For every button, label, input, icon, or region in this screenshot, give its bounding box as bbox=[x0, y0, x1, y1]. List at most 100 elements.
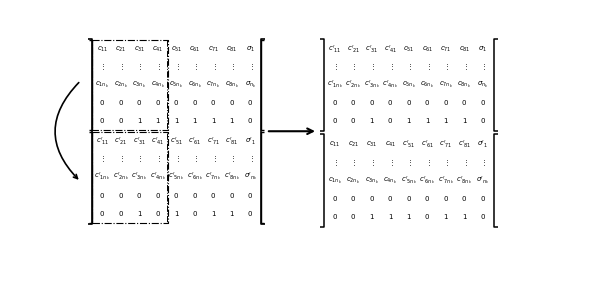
Text: $\vdots$: $\vdots$ bbox=[192, 62, 198, 72]
Text: $c'_{4n_k}$: $c'_{4n_k}$ bbox=[382, 79, 398, 91]
Text: $c'_{41}$: $c'_{41}$ bbox=[384, 44, 397, 55]
Text: $0$: $0$ bbox=[350, 194, 356, 203]
Text: $1$: $1$ bbox=[461, 116, 467, 125]
Text: $0$: $0$ bbox=[192, 209, 198, 218]
Text: $c_{81}$: $c_{81}$ bbox=[458, 45, 470, 54]
Text: $c_{6n_k}$: $c_{6n_k}$ bbox=[188, 80, 202, 90]
Text: $\vdots$: $\vdots$ bbox=[369, 62, 375, 72]
Text: $0$: $0$ bbox=[173, 98, 179, 107]
Text: $c'_{71}$: $c'_{71}$ bbox=[439, 139, 453, 150]
Text: $0$: $0$ bbox=[388, 194, 394, 203]
Text: $0$: $0$ bbox=[332, 116, 338, 125]
Text: $\vdots$: $\vdots$ bbox=[480, 158, 486, 167]
Text: $\vdots$: $\vdots$ bbox=[406, 158, 412, 167]
Text: $1$: $1$ bbox=[443, 212, 449, 221]
Text: $\vdots$: $\vdots$ bbox=[461, 62, 467, 72]
Text: $\vdots$: $\vdots$ bbox=[136, 62, 142, 72]
Text: $0$: $0$ bbox=[155, 191, 161, 200]
Text: $c_{61}$: $c_{61}$ bbox=[422, 45, 433, 54]
Text: $1$: $1$ bbox=[136, 209, 142, 218]
Text: $1$: $1$ bbox=[369, 116, 375, 125]
Text: $1$: $1$ bbox=[388, 212, 394, 221]
Text: $\vdots$: $\vdots$ bbox=[406, 62, 412, 72]
Text: $\vdots$: $\vdots$ bbox=[173, 62, 179, 72]
Text: $0$: $0$ bbox=[211, 191, 217, 200]
Text: $c'_{81}$: $c'_{81}$ bbox=[458, 139, 471, 150]
Text: $c'_{2n_k}$: $c'_{2n_k}$ bbox=[113, 171, 129, 184]
Text: $0$: $0$ bbox=[118, 98, 124, 107]
Text: $c'_{3n_k}$: $c'_{3n_k}$ bbox=[364, 79, 380, 91]
Text: $0$: $0$ bbox=[480, 212, 486, 221]
Text: $\vdots$: $\vdots$ bbox=[425, 62, 430, 72]
Text: $c_{2n_k}$: $c_{2n_k}$ bbox=[346, 176, 360, 186]
Text: $1$: $1$ bbox=[211, 116, 217, 125]
Text: $1$: $1$ bbox=[461, 212, 467, 221]
Text: $c_{1n_k}$: $c_{1n_k}$ bbox=[328, 176, 342, 186]
Text: $0$: $0$ bbox=[99, 191, 106, 200]
Text: $1$: $1$ bbox=[406, 212, 412, 221]
Text: $\sigma'_1$: $\sigma'_1$ bbox=[245, 136, 256, 147]
Text: $c_{41}$: $c_{41}$ bbox=[152, 45, 163, 54]
Text: $0$: $0$ bbox=[192, 191, 198, 200]
Text: $c_{3n_k}$: $c_{3n_k}$ bbox=[365, 176, 379, 186]
Text: $c'_{31}$: $c'_{31}$ bbox=[365, 44, 379, 55]
Text: $c'_{2n_k}$: $c'_{2n_k}$ bbox=[345, 79, 362, 91]
Text: $c_{5n_k}$: $c_{5n_k}$ bbox=[402, 80, 416, 90]
Text: $\sigma_{n_k}$: $\sigma_{n_k}$ bbox=[245, 80, 256, 90]
Text: $1$: $1$ bbox=[443, 116, 449, 125]
Text: $\vdots$: $\vdots$ bbox=[388, 62, 394, 72]
Text: $c'_{41}$: $c'_{41}$ bbox=[151, 136, 165, 147]
Text: $0$: $0$ bbox=[443, 194, 449, 203]
Text: $0$: $0$ bbox=[332, 194, 338, 203]
Text: $c_{8n_k}$: $c_{8n_k}$ bbox=[225, 80, 239, 90]
Text: $c'_{6n_k}$: $c'_{6n_k}$ bbox=[187, 171, 203, 184]
Text: $\vdots$: $\vdots$ bbox=[155, 62, 161, 72]
Text: $0$: $0$ bbox=[247, 191, 254, 200]
Text: $0$: $0$ bbox=[461, 98, 467, 107]
Text: $0$: $0$ bbox=[192, 98, 198, 107]
Text: $c_{71}$: $c_{71}$ bbox=[208, 45, 219, 54]
Text: $\vdots$: $\vdots$ bbox=[443, 62, 449, 72]
Text: $0$: $0$ bbox=[155, 98, 161, 107]
Text: $\sigma'_{n_k}$: $\sigma'_{n_k}$ bbox=[244, 171, 257, 184]
Text: $\vdots$: $\vdots$ bbox=[332, 158, 338, 167]
Text: $c'_{51}$: $c'_{51}$ bbox=[402, 139, 416, 150]
Text: $c_{81}$: $c_{81}$ bbox=[226, 45, 238, 54]
Text: $1$: $1$ bbox=[136, 116, 142, 125]
Text: $c_{1n_k}$: $c_{1n_k}$ bbox=[96, 80, 110, 90]
Text: $\vdots$: $\vdots$ bbox=[211, 62, 217, 72]
Text: $\vdots$: $\vdots$ bbox=[480, 62, 486, 72]
Text: $0$: $0$ bbox=[211, 98, 217, 107]
Text: $\vdots$: $\vdots$ bbox=[136, 155, 142, 164]
Text: $\vdots$: $\vdots$ bbox=[248, 62, 254, 72]
Text: $\vdots$: $\vdots$ bbox=[155, 155, 161, 164]
Text: $0$: $0$ bbox=[424, 212, 431, 221]
Text: $0$: $0$ bbox=[99, 98, 106, 107]
Text: $c'_{1n_k}$: $c'_{1n_k}$ bbox=[94, 171, 110, 184]
Text: $0$: $0$ bbox=[480, 116, 486, 125]
Text: $c_{21}$: $c_{21}$ bbox=[348, 140, 359, 149]
Text: $\vdots$: $\vdots$ bbox=[332, 62, 338, 72]
Text: $\vdots$: $\vdots$ bbox=[118, 155, 124, 164]
Text: $1$: $1$ bbox=[229, 116, 235, 125]
Text: $c_{11}$: $c_{11}$ bbox=[329, 140, 340, 149]
Text: $c'_{8n_k}$: $c'_{8n_k}$ bbox=[224, 171, 240, 184]
Text: $0$: $0$ bbox=[155, 209, 161, 218]
Text: $1$: $1$ bbox=[173, 209, 179, 218]
Text: $\vdots$: $\vdots$ bbox=[192, 155, 198, 164]
Text: $c'_{5n_k}$: $c'_{5n_k}$ bbox=[168, 171, 185, 184]
Text: $c'_{51}$: $c'_{51}$ bbox=[170, 136, 183, 147]
Text: $c_{4n_k}$: $c_{4n_k}$ bbox=[151, 80, 165, 90]
Text: $c_{71}$: $c_{71}$ bbox=[440, 45, 452, 54]
Text: $\sigma_{n_k}$: $\sigma_{n_k}$ bbox=[477, 80, 489, 90]
Text: $c'_{71}$: $c'_{71}$ bbox=[206, 136, 220, 147]
Text: $\sigma_1$: $\sigma_1$ bbox=[246, 45, 255, 54]
Text: $1$: $1$ bbox=[211, 209, 217, 218]
Text: $c'_{7n_k}$: $c'_{7n_k}$ bbox=[438, 175, 454, 187]
Text: $c'_{21}$: $c'_{21}$ bbox=[347, 44, 360, 55]
Text: $\vdots$: $\vdots$ bbox=[350, 62, 356, 72]
Text: $0$: $0$ bbox=[350, 116, 356, 125]
Text: $c'_{31}$: $c'_{31}$ bbox=[133, 136, 146, 147]
Text: $c_{7n_k}$: $c_{7n_k}$ bbox=[206, 80, 221, 90]
Text: $c_{5n_k}$: $c_{5n_k}$ bbox=[169, 80, 183, 90]
